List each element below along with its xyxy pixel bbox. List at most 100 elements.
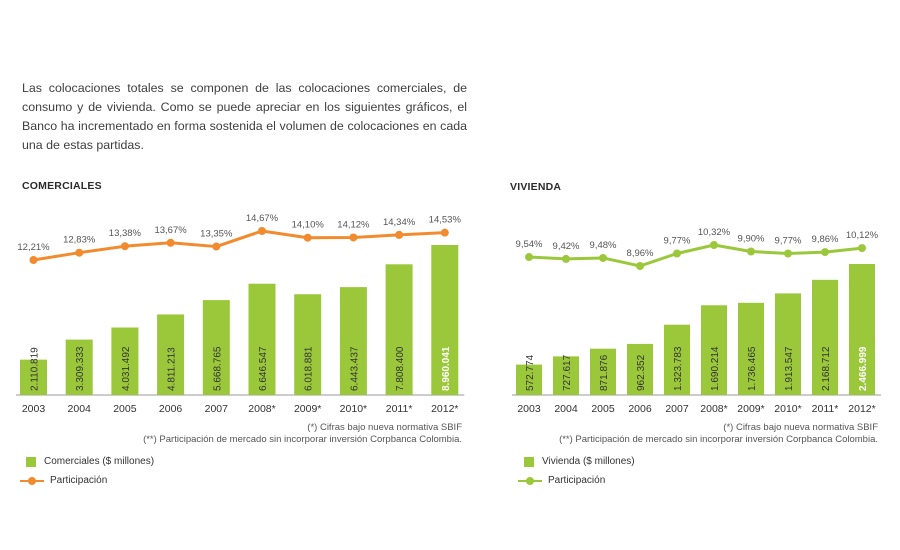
vivienda-participacion-point <box>599 253 607 262</box>
comerciales-participacion-point <box>166 238 175 247</box>
legend-label: Comerciales ($ millones) <box>44 456 155 467</box>
comerciales-bar <box>111 327 139 395</box>
comerciales-bar <box>294 294 322 395</box>
legend-item-comerciales-bars: Comerciales ($ millones) <box>26 456 154 467</box>
vivienda-category-label: 2006 <box>628 403 652 415</box>
vivienda-bar-value-label: 2.168.712 <box>821 346 832 391</box>
vivienda-participacion-label: 10,12% <box>846 230 879 241</box>
comerciales-category-label: 2008* <box>248 403 275 415</box>
vivienda-category-label: 2005 <box>591 403 615 415</box>
vivienda-participacion-point <box>710 241 718 249</box>
comerciales-participacion-label: 14,67% <box>246 213 279 224</box>
vivienda-participacion-point <box>636 262 644 270</box>
vivienda-bar <box>738 302 764 395</box>
legend-swatch-line-icon <box>518 476 542 486</box>
comerciales-category-label: 2006 <box>159 403 183 415</box>
vivienda-participacion-label: 10,32% <box>698 227 731 238</box>
vivienda-participacion-label: 9,48% <box>590 240 617 251</box>
comerciales-participacion-label: 14,10% <box>292 220 325 231</box>
vivienda-category-label: 2008* <box>700 403 727 415</box>
comerciales-category-label: 2004 <box>68 403 92 415</box>
comerciales-participacion-label: 14,12% <box>337 219 370 230</box>
comerciales-bar-value-label: 2.110.819 <box>30 347 41 391</box>
comerciales-bar-value-label: 8.960.041 <box>441 346 452 391</box>
vivienda-participacion-point <box>821 248 829 257</box>
legend-swatch-bar-icon <box>524 456 534 467</box>
vivienda-bar-value-label: 962.352 <box>636 354 647 391</box>
comerciales-participacion-point <box>75 248 84 257</box>
chart-title-comerciales: COMERCIALES <box>22 180 102 192</box>
note-cifras-vivienda: (*) Cifras bajo nueva normativa SBIF <box>723 422 878 433</box>
comerciales-category-label: 2011* <box>386 403 413 415</box>
vivienda-bar <box>775 293 801 395</box>
vivienda-category-label: 2009* <box>737 403 764 415</box>
vivienda-participacion-line <box>528 243 863 268</box>
vivienda-category-label: 2011* <box>812 403 839 415</box>
vivienda-bar-value-label: 1.323.783 <box>673 346 684 391</box>
comerciales-participacion-point <box>212 242 221 251</box>
vivienda-bar <box>590 348 616 395</box>
vivienda-category-label: 2007 <box>665 403 689 415</box>
vivienda-bar <box>664 324 690 395</box>
comerciales-bar-value-label: 3.309.333 <box>75 346 86 391</box>
vivienda-bar <box>812 279 838 395</box>
comerciales-bar-value-label: 6.646.547 <box>258 346 269 391</box>
vivienda-bar-value-label: 1.913.547 <box>784 346 795 391</box>
vivienda-bar-value-label: 727.617 <box>562 354 573 391</box>
vivienda-bar <box>701 305 727 395</box>
comerciales-participacion-label: 13,67% <box>154 225 187 236</box>
comerciales-participacion-point <box>303 233 312 242</box>
legend-swatch-line-icon <box>20 476 44 486</box>
comerciales-bar <box>157 314 185 395</box>
comerciales-participacion-point <box>349 233 358 242</box>
vivienda-participacion-point <box>858 244 866 253</box>
vivienda-participacion-label: 9,54% <box>516 239 543 250</box>
vivienda-participacion-label: 9,90% <box>738 233 765 244</box>
comerciales-bar <box>65 339 93 395</box>
comerciales-participacion-point <box>395 230 404 239</box>
comerciales-category-label: 2012* <box>431 403 458 415</box>
legend-label: Vivienda ($ millones) <box>542 456 635 467</box>
legend-item-vivienda-line: Participación <box>518 475 605 486</box>
note-participacion-comerciales: (**) Participación de mercado sin incorp… <box>143 434 462 445</box>
comerciales-bar-value-label: 4.031.492 <box>121 346 132 391</box>
vivienda-bar <box>516 364 542 395</box>
legend-item-comerciales-line: Participación <box>20 475 107 486</box>
vivienda-category-label: 2012* <box>848 403 875 415</box>
vivienda-bar <box>553 356 579 395</box>
comerciales-category-label: 2003 <box>22 403 46 415</box>
comerciales-participacion-label: 13,35% <box>200 229 233 240</box>
note-participacion-vivienda: (**) Participación de mercado sin incorp… <box>559 434 878 445</box>
comerciales-participacion-label: 12,21% <box>17 242 50 253</box>
vivienda-bar-value-label: 1.736.465 <box>747 346 758 391</box>
vivienda-bar-value-label: 2.466.999 <box>858 346 869 391</box>
vivienda-bar-value-label: 871.876 <box>599 354 610 391</box>
vivienda-participacion-point <box>784 249 792 258</box>
comerciales-bar <box>431 245 459 395</box>
legend-label: Participación <box>548 475 606 486</box>
note-cifras-comerciales: (*) Cifras bajo nueva normativa SBIF <box>307 422 462 433</box>
vivienda-bar <box>627 343 653 395</box>
vivienda-category-label: 2010* <box>774 403 801 415</box>
vivienda-bar-value-label: 1.690.214 <box>710 346 721 391</box>
comerciales-bar <box>202 300 230 395</box>
comerciales-participacion-point <box>440 228 449 237</box>
vivienda-participacion-point <box>525 253 533 262</box>
comerciales-participacion-label: 14,34% <box>383 217 416 228</box>
comerciales-bar-value-label: 6.443.437 <box>349 346 360 391</box>
comerciales-participacion-label: 14,53% <box>429 215 462 226</box>
comerciales-participacion-point <box>258 227 266 235</box>
legend-swatch-bar-icon <box>26 456 36 467</box>
comerciales-participacion-line <box>33 229 445 262</box>
vivienda-participacion-point <box>562 254 570 263</box>
comerciales-bar-value-label: 7.808.400 <box>395 346 406 391</box>
intro-paragraph: Las colocaciones totales se componen de … <box>22 81 467 152</box>
vivienda-participacion-label: 9,86% <box>812 234 839 245</box>
chart-title-vivienda: VIVIENDA <box>510 181 562 193</box>
comerciales-category-label: 2009* <box>294 403 321 415</box>
comerciales-bar <box>339 287 367 395</box>
comerciales-category-label: 2007 <box>205 403 229 415</box>
comerciales-participacion-label: 12,83% <box>63 235 96 246</box>
vivienda-participacion-label: 9,42% <box>553 241 580 252</box>
